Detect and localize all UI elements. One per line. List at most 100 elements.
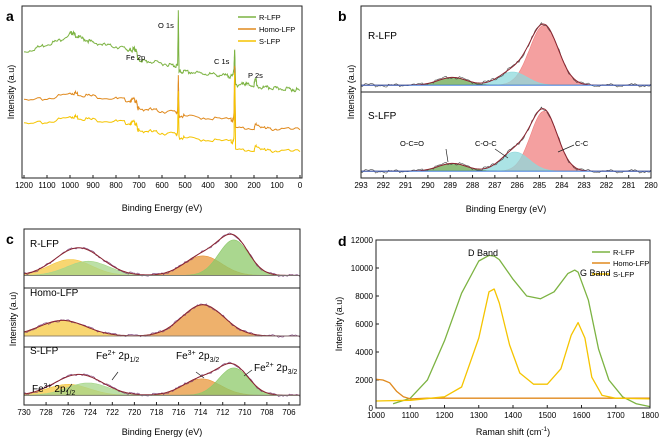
fit-envelope <box>23 233 300 276</box>
panel-b-bottom-spectrum <box>360 106 652 174</box>
x-tick-label: 100 <box>270 181 284 190</box>
x-tick-label: 1200 <box>15 181 33 190</box>
annotation-fe3-2p12: Fe3+ 2p1/2 <box>32 383 75 397</box>
annotation-c-o-c: C-O-C <box>475 139 497 148</box>
annotation-arrow-fe2-2p32 <box>243 369 253 377</box>
y-tick-label: 10000 <box>351 264 374 273</box>
panel-a-x-ticks: 1200 1100 1000 900 800 700 600 500 400 300 200 100 0 <box>15 175 303 190</box>
series-line-homo-lfp <box>23 65 301 132</box>
annotation-fe3-2p12-subscript: 1/2 <box>66 390 76 397</box>
panel-c-homo-sample-label: Homo-LFP <box>30 288 79 299</box>
panel-b-top-sample-label: R-LFP <box>368 31 397 42</box>
legend-r-lfp-label: R-LFP <box>259 13 281 22</box>
x-tick-label: 290 <box>421 181 435 190</box>
x-tick-label: 285 <box>533 181 547 190</box>
y-tick-label: 4000 <box>355 348 373 357</box>
x-tick-label: 730 <box>17 408 31 417</box>
x-tick-label: 300 <box>224 181 238 190</box>
annotation-fe3-2p12-element: Fe <box>32 384 44 395</box>
annotation-arrow-coc <box>494 148 509 159</box>
x-tick-label: 718 <box>150 408 164 417</box>
x-tick-label: 1500 <box>538 411 556 420</box>
annotation-arrow-fe2-2p12 <box>111 371 119 381</box>
x-tick-label: 724 <box>84 408 98 417</box>
annotation-fe2-2p32-orbital: 2p <box>274 363 288 374</box>
x-tick-label: 1600 <box>573 411 591 420</box>
panel-d-y-ticks: 0 2000 4000 6000 8000 10000 12000 <box>351 236 379 413</box>
x-tick-label: 284 <box>555 181 569 190</box>
annotation-fe2-2p12-charge: 2+ <box>108 350 116 357</box>
panel-d-legend: R-LFP Homo-LFP S-LFP <box>592 248 649 279</box>
x-tick-label: 900 <box>86 181 100 190</box>
x-tick-label: 1100 <box>402 411 420 420</box>
x-tick-label: 1000 <box>367 411 385 420</box>
panel-a-label: a <box>6 8 14 24</box>
annotation-arrow-fe3-2p32 <box>195 371 205 379</box>
x-tick-label: 710 <box>238 408 252 417</box>
x-tick-label: 714 <box>194 408 208 417</box>
fit-envelope <box>23 362 300 396</box>
series-line-homo-lfp <box>375 378 650 400</box>
x-tick-label: 716 <box>172 408 186 417</box>
panel-b-bottom-frame <box>360 91 652 179</box>
annotation-fe2-2p12-orbital: 2p <box>116 351 130 362</box>
x-tick-label: 706 <box>282 408 296 417</box>
panel-c-bottom-frame <box>23 346 301 406</box>
annotation-o-1s: O 1s <box>158 21 174 30</box>
x-tick-label: 708 <box>260 408 274 417</box>
x-tick-label: 1100 <box>38 181 56 190</box>
y-tick-label: 2000 <box>355 376 373 385</box>
panel-b-top-spectrum <box>360 22 652 88</box>
y-tick-label: 6000 <box>355 320 373 329</box>
fit-component-c-o-c <box>361 71 651 86</box>
x-tick-label: 280 <box>644 181 658 190</box>
x-tick-label: 726 <box>61 408 75 417</box>
panel-d-y-axis-label: Intensity (a.u) <box>334 297 344 352</box>
annotation-fe3-2p32-orbital: 2p <box>196 351 210 362</box>
series-line-s-lfp <box>23 72 301 153</box>
x-tick-label: 720 <box>128 408 142 417</box>
y-tick-label: 12000 <box>351 236 374 245</box>
panel-d-raman-chart: d 0 2000 4000 6000 8000 10000 12000 1000 1100 12… <box>334 233 659 437</box>
panel-c-homo-spectrum <box>23 303 301 338</box>
panel-a-survey-chart: a 1200 1100 1000 900 800 700 600 500 400 300 200 10… <box>6 5 303 213</box>
panel-c-r-spectrum <box>23 232 301 278</box>
y-tick-label: 0 <box>369 404 374 413</box>
legend-r-lfp-label: R-LFP <box>613 248 635 257</box>
panel-b-x-axis-label: Binding Energy (eV) <box>466 204 547 214</box>
panel-c-x-axis-label: Binding Energy (eV) <box>122 427 203 437</box>
x-tick-label: 287 <box>488 181 502 190</box>
annotation-c-c: C-C <box>575 139 589 148</box>
annotation-arrow-fe3-2p12 <box>65 383 73 393</box>
panel-b-bottom-sample-label: S-LFP <box>368 111 397 122</box>
x-tick-label: 293 <box>354 181 368 190</box>
annotation-arrow-oco <box>445 148 449 163</box>
annotation-fe3-2p32-subscript: 3/2 <box>210 357 220 364</box>
annotation-fe3-2p32-charge: 3+ <box>188 350 196 357</box>
annotation-p-2s: P 2s <box>248 71 263 80</box>
legend-s-lfp-label: S-LFP <box>613 270 634 279</box>
x-tick-label: 800 <box>109 181 123 190</box>
annotation-fe2-2p32-subscript: 3/2 <box>288 369 298 376</box>
panel-d-x-axis-label-main: Raman shift (cm <box>476 427 542 437</box>
x-tick-label: 700 <box>132 181 146 190</box>
series-line-r-lfp <box>24 10 301 93</box>
panel-c-s-spectrum <box>23 361 301 397</box>
x-tick-label: 0 <box>298 181 303 190</box>
annotation-arrow-cc <box>557 144 575 153</box>
x-tick-label: 1400 <box>504 411 522 420</box>
legend-homo-lfp-label: Homo-LFP <box>259 25 295 34</box>
panel-b-c1s-chart: b 293 292 291 290 289 288 287 286 285 284 283 282 28… <box>338 5 658 214</box>
x-tick-label: 712 <box>216 408 230 417</box>
x-tick-label: 291 <box>399 181 413 190</box>
panel-a-series <box>23 10 301 153</box>
panel-a-x-axis-label: Binding Energy (eV) <box>122 203 203 213</box>
annotation-fe3-2p12-orbital: 2p <box>52 384 66 395</box>
x-tick-label: 289 <box>444 181 458 190</box>
panel-c-x-ticks: 730 728 726 724 722 720 718 716 714 712 710 708 706 <box>17 402 296 417</box>
x-tick-label: 1200 <box>436 411 454 420</box>
annotation-fe2-2p12-subscript: 1/2 <box>130 357 140 364</box>
x-tick-label: 1300 <box>470 411 488 420</box>
series-line-s-lfp <box>375 288 651 402</box>
panel-c-y-axis-label: Intensity (a.u) <box>8 292 18 347</box>
